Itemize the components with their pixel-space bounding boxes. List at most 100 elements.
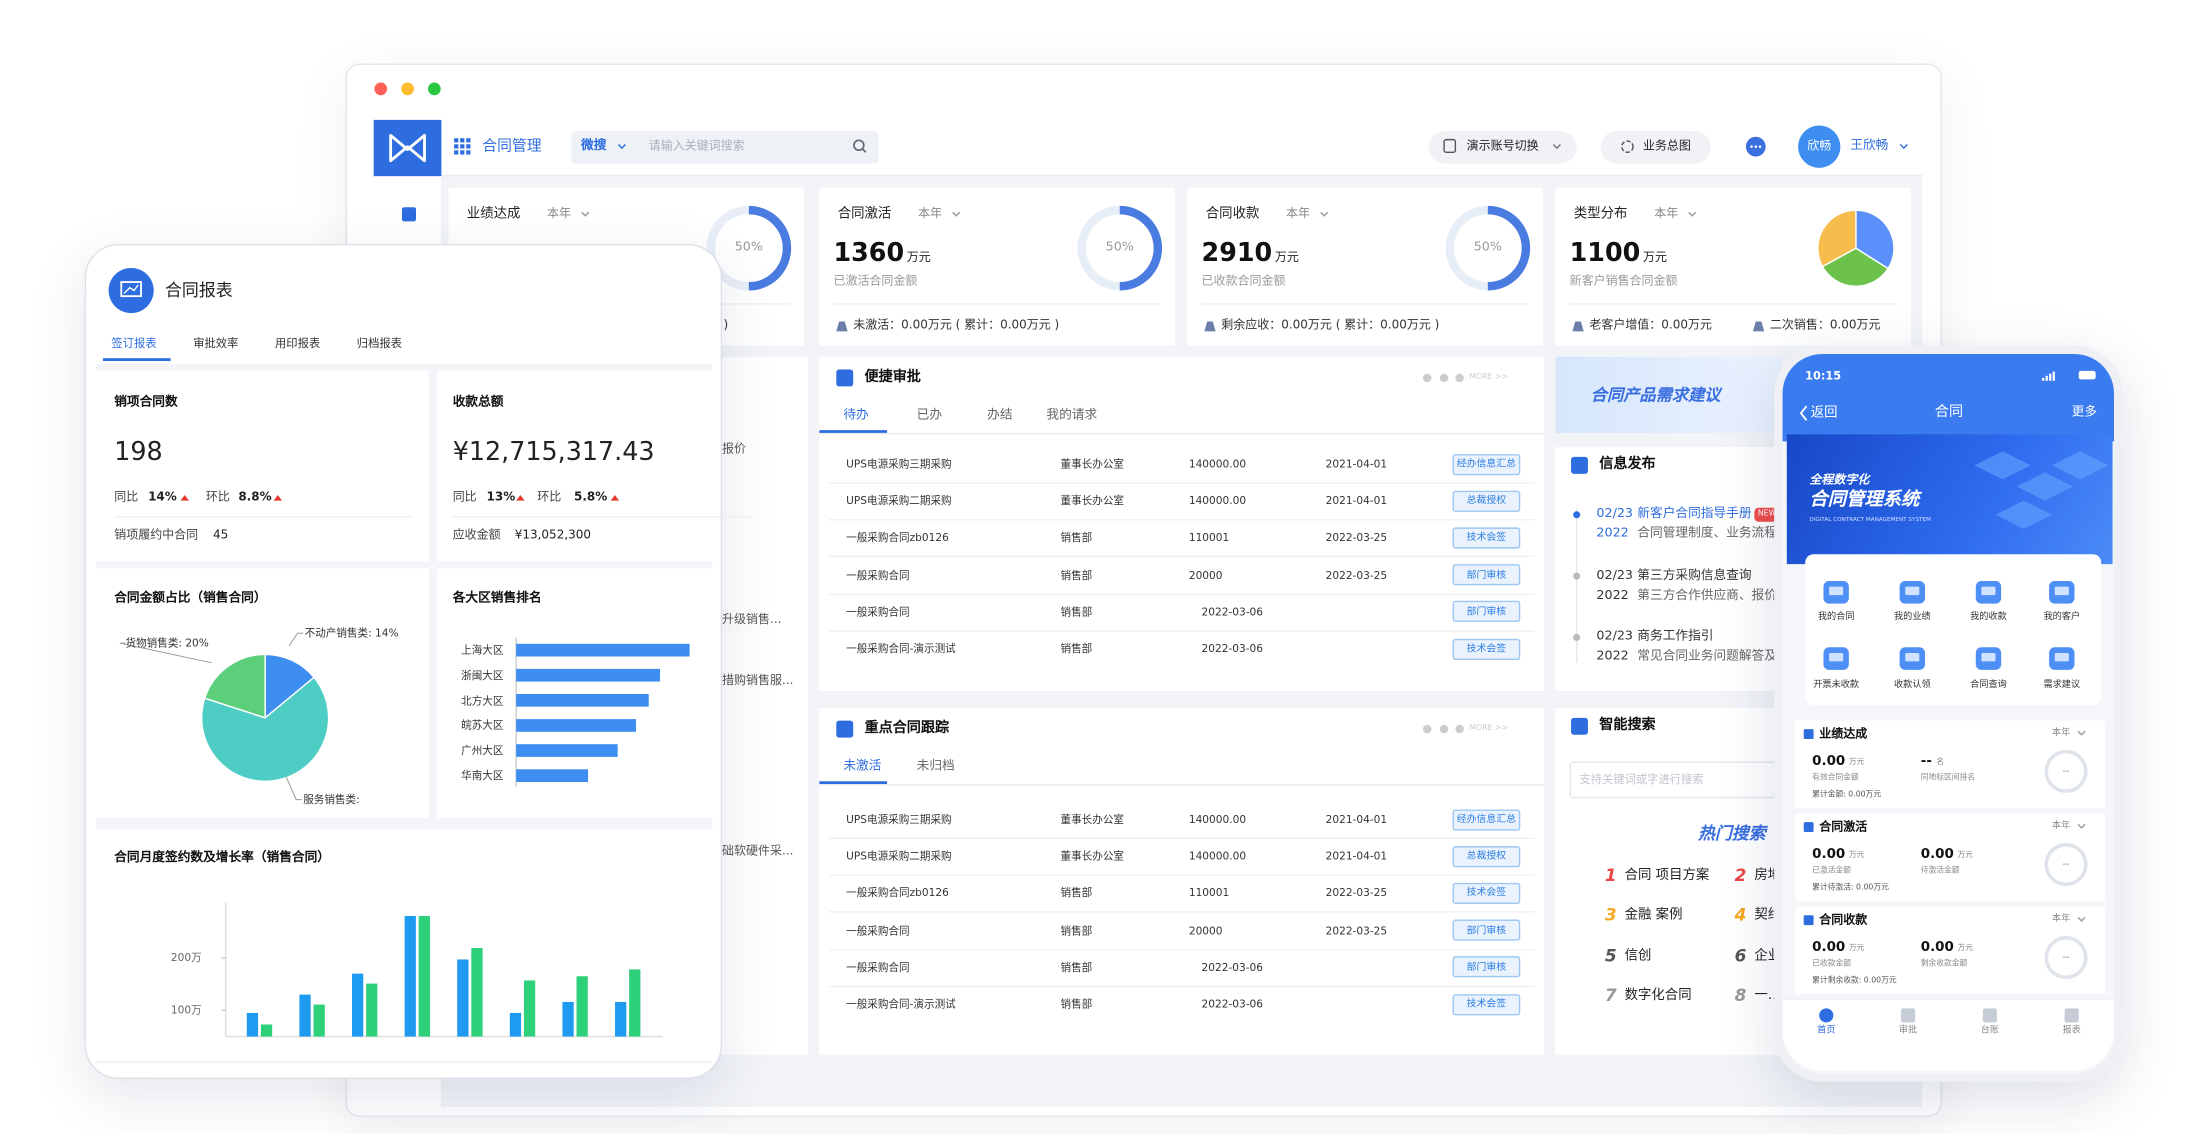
action-label[interactable]: 经办信息汇总 bbox=[1456, 458, 1517, 470]
kpi-caption: 新客户销售合同金额 bbox=[1569, 274, 1678, 289]
tab[interactable]: 用印报表 bbox=[275, 337, 321, 351]
stat-label: 同比 bbox=[452, 490, 477, 505]
search-placeholder[interactable]: 请输入关键词搜索 bbox=[648, 139, 745, 154]
shortcut-label[interactable]: 我的合同 bbox=[1817, 610, 1855, 623]
action-button[interactable] bbox=[1452, 882, 1521, 904]
news-year: 2022 bbox=[1596, 649, 1629, 664]
apps-icon bbox=[466, 150, 471, 155]
tab[interactable]: 未归档 bbox=[916, 759, 955, 774]
tab[interactable]: 已办 bbox=[916, 408, 943, 423]
news-title[interactable]: 商务工作指引 bbox=[1637, 629, 1714, 644]
gauge-label: 50% bbox=[1105, 240, 1134, 255]
tab[interactable]: 未激活 bbox=[843, 759, 882, 774]
tab[interactable]: 审批效率 bbox=[193, 337, 239, 351]
search-placeholder[interactable]: 支持关键词或字进行搜索 bbox=[1579, 773, 1704, 786]
action-label[interactable]: 部门审核 bbox=[1466, 605, 1507, 618]
shortcut-label[interactable]: 我的客户 bbox=[2043, 610, 2081, 623]
apps-icon bbox=[454, 150, 459, 155]
row-divider bbox=[829, 482, 1535, 484]
action-button[interactable] bbox=[1452, 601, 1521, 623]
kpi-period[interactable]: 本年 bbox=[918, 207, 943, 222]
action-button[interactable] bbox=[1452, 490, 1521, 512]
kpi-title: 合同收款 bbox=[1205, 206, 1260, 222]
action-label[interactable]: 总裁授权 bbox=[1466, 850, 1507, 862]
hot-term[interactable]: 信创 bbox=[1624, 947, 1652, 964]
section-period[interactable]: 本年 bbox=[2051, 726, 2071, 738]
cell: 140000.00 bbox=[1188, 494, 1247, 508]
bar bbox=[615, 1001, 627, 1037]
row-divider bbox=[829, 874, 1535, 877]
hot-term[interactable]: 合同 项目方案 bbox=[1624, 867, 1710, 884]
action-button[interactable] bbox=[1452, 845, 1521, 867]
section-period[interactable]: 本年 bbox=[2051, 912, 2071, 924]
account-switch-label[interactable]: 演示账号切换 bbox=[1466, 139, 1539, 154]
window-dot bbox=[401, 82, 414, 96]
tab-label[interactable]: 首页 bbox=[1817, 1023, 1836, 1036]
action-button[interactable] bbox=[1452, 564, 1521, 586]
overview-button[interactable] bbox=[1600, 131, 1711, 164]
bar bbox=[516, 769, 589, 782]
action-label[interactable]: 总裁授权 bbox=[1466, 494, 1507, 507]
action-button[interactable] bbox=[1452, 956, 1521, 978]
shortcut-label[interactable]: 合同查询 bbox=[1970, 678, 2007, 690]
action-label[interactable]: 技术会签 bbox=[1466, 887, 1507, 899]
action-label[interactable]: 部门审核 bbox=[1466, 568, 1507, 581]
chevron bbox=[952, 211, 961, 217]
action-button[interactable] bbox=[1452, 993, 1521, 1015]
more-dot bbox=[1750, 145, 1753, 148]
hot-term[interactable]: 金融 案例 bbox=[1624, 907, 1683, 924]
overview-label[interactable]: 业务总图 bbox=[1642, 139, 1691, 154]
action-button[interactable] bbox=[1452, 527, 1521, 549]
tab-label[interactable]: 报表 bbox=[2062, 1023, 2081, 1036]
tab-label[interactable]: 审批 bbox=[1898, 1023, 1918, 1036]
kpi-period[interactable]: 本年 bbox=[1286, 207, 1311, 222]
footer-icon bbox=[1752, 321, 1765, 332]
cell: 20000 bbox=[1188, 923, 1223, 937]
topbar-divider bbox=[441, 174, 1923, 177]
back-label[interactable]: 返回 bbox=[1810, 405, 1838, 421]
action-label[interactable]: 部门审核 bbox=[1466, 924, 1507, 936]
signal-bar bbox=[2042, 377, 2045, 381]
action-label[interactable]: 经办信息汇总 bbox=[1456, 813, 1517, 825]
tab-label[interactable]: 台账 bbox=[1980, 1023, 2000, 1036]
search-scope[interactable]: 微搜 bbox=[581, 139, 607, 154]
account-switch[interactable] bbox=[1428, 131, 1577, 164]
tab[interactable]: 归档报表 bbox=[356, 337, 402, 351]
more-label[interactable]: 更多 bbox=[2071, 405, 2098, 420]
shortcut-icon bbox=[1905, 652, 1920, 662]
cell: 2021-04-01 bbox=[1325, 494, 1388, 508]
tab[interactable]: 我的请求 bbox=[1046, 408, 1098, 423]
shortcut-label[interactable]: 需求建议 bbox=[2043, 678, 2081, 690]
tab[interactable]: 签订报表 bbox=[111, 337, 157, 351]
shortcut-label[interactable]: 开票未收款 bbox=[1813, 678, 1860, 690]
shortcut-label[interactable]: 我的业绩 bbox=[1893, 610, 1931, 623]
more-link[interactable]: MORE >> bbox=[1469, 373, 1509, 382]
action-label[interactable]: 技术会签 bbox=[1466, 642, 1507, 655]
kpi-title: 类型分布 bbox=[1573, 206, 1628, 222]
cell: 2022-03-06 bbox=[1201, 605, 1264, 619]
user-name[interactable]: 王欣畅 bbox=[1850, 139, 1889, 154]
action-button[interactable] bbox=[1452, 808, 1521, 830]
action-button[interactable] bbox=[1452, 453, 1521, 475]
section-period[interactable]: 本年 bbox=[2051, 819, 2071, 831]
action-button[interactable] bbox=[1452, 919, 1521, 941]
bar bbox=[516, 693, 649, 707]
more-link[interactable]: MORE >> bbox=[1469, 724, 1509, 733]
action-label[interactable]: 技术会签 bbox=[1466, 531, 1507, 544]
kpi-period[interactable]: 本年 bbox=[1654, 207, 1679, 222]
chevron bbox=[1552, 144, 1561, 150]
report-icon bbox=[108, 267, 154, 314]
shortcut-label[interactable]: 收款认领 bbox=[1893, 678, 1931, 690]
apps-icon bbox=[466, 144, 471, 149]
tab[interactable]: 办结 bbox=[987, 408, 1013, 423]
action-label[interactable]: 部门审核 bbox=[1466, 961, 1507, 973]
kpi-period[interactable]: 本年 bbox=[547, 207, 572, 222]
news-title[interactable]: 新客户合同指导手册 bbox=[1637, 507, 1752, 522]
metric-caption: 已激活金额 bbox=[1812, 866, 1851, 876]
shortcut-label[interactable]: 我的收款 bbox=[1970, 610, 2007, 623]
news-title[interactable]: 第三方采购信息查询 bbox=[1637, 568, 1752, 583]
action-button[interactable] bbox=[1452, 638, 1521, 660]
tab[interactable]: 待办 bbox=[843, 408, 869, 423]
hot-term[interactable]: 数字化合同 bbox=[1624, 987, 1692, 1003]
action-label[interactable]: 技术会签 bbox=[1466, 998, 1507, 1010]
